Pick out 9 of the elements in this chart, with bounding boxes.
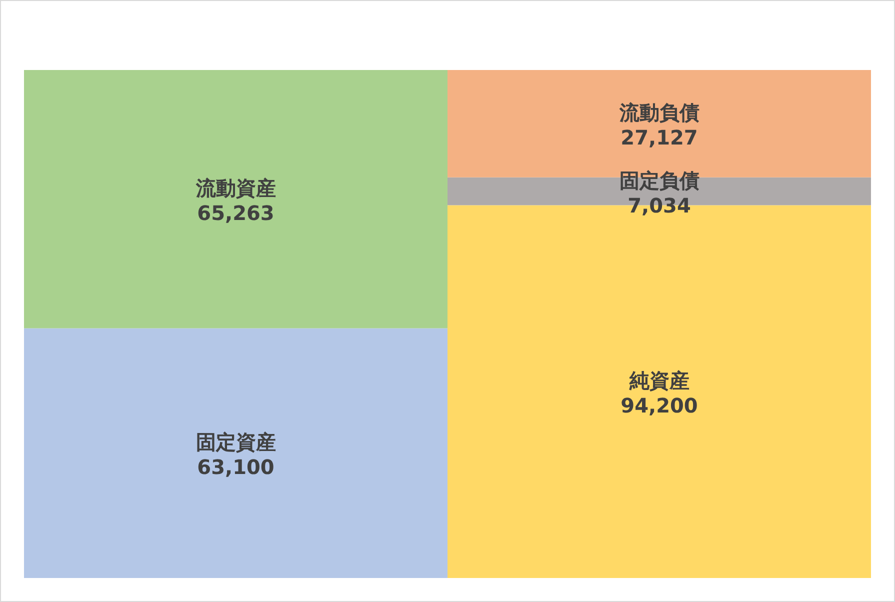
data-label: 94,200 — [620, 394, 698, 418]
series-label: 固定資産 — [196, 430, 276, 454]
data-label: 27,127 — [620, 126, 698, 150]
data-label: 63,100 — [197, 455, 274, 480]
data-label: 7,034 — [628, 193, 691, 218]
data-label: 65,263 — [197, 201, 274, 226]
series-label: 流動資産 — [194, 176, 276, 200]
series-label: 流動負債 — [618, 100, 700, 125]
series-label: 純資産 — [628, 368, 690, 393]
